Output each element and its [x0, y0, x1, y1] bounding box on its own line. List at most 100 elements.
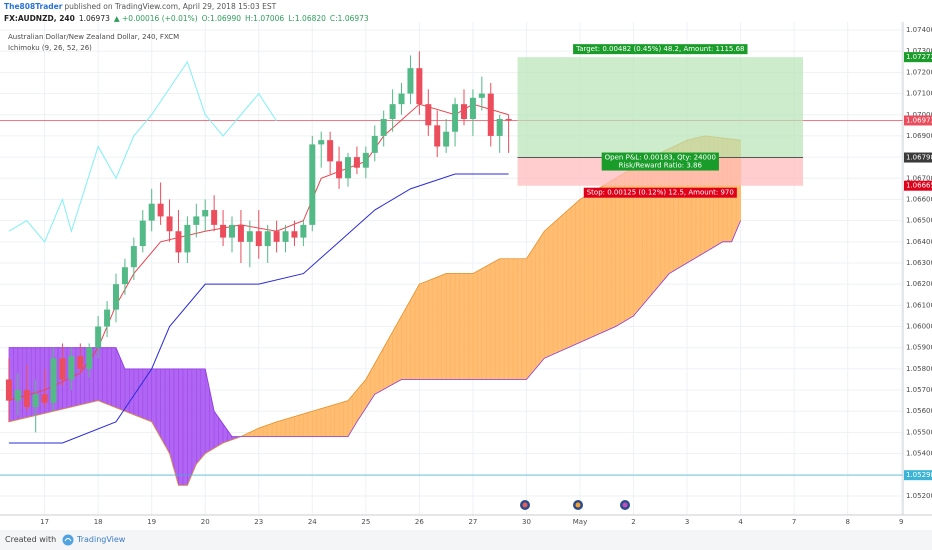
- author[interactable]: The808Trader: [4, 2, 63, 11]
- cloud-fill: [138, 368, 144, 419]
- x-tick-label: 26: [415, 518, 424, 526]
- event-icon[interactable]: [620, 500, 630, 510]
- cloud-fill: [441, 273, 447, 380]
- cloud-fill: [289, 416, 295, 437]
- logo: [62, 534, 74, 546]
- cloud-fill: [187, 368, 193, 486]
- y-tick-label: 1.07100: [906, 90, 932, 98]
- cloud-fill: [610, 177, 616, 329]
- cloud-fill: [468, 273, 474, 380]
- cloud-fill: [423, 280, 429, 380]
- cloud-fill: [499, 258, 505, 380]
- y-tick-label: 1.05700: [906, 386, 932, 394]
- position-label-bg: [601, 152, 719, 171]
- y-tick-label: 1.06200: [906, 280, 932, 288]
- cloud-fill: [490, 260, 496, 380]
- cloud-fill: [129, 368, 135, 416]
- cloud-fill: [508, 258, 514, 380]
- cloud-fill: [494, 258, 500, 380]
- cloud-fill: [463, 273, 469, 380]
- cloud-fill: [298, 413, 304, 437]
- candle-body: [77, 356, 84, 369]
- cloud-fill: [200, 368, 206, 460]
- cloud-fill: [13, 347, 19, 422]
- cloud-fill: [606, 180, 612, 331]
- candle-body: [228, 224, 235, 238]
- candle-body: [32, 394, 39, 407]
- candle-body: [220, 224, 227, 238]
- cloud-fill: [503, 258, 509, 380]
- cloud-fill: [477, 268, 483, 380]
- x-tick-label: 20: [201, 518, 210, 526]
- candle-body: [273, 231, 280, 242]
- candle-body: [104, 309, 111, 327]
- cloud-fill: [557, 214, 563, 353]
- candle-body: [157, 203, 164, 217]
- y-tick-label: 1.05500: [906, 428, 932, 436]
- cloud-fill: [584, 193, 590, 341]
- cloud-fill: [512, 258, 518, 380]
- cloud-fill: [160, 368, 166, 447]
- candle-body: [255, 231, 262, 247]
- ohlc: O:1.06990: [201, 14, 241, 23]
- y-tick-label: 1.05200: [906, 492, 932, 500]
- symbol-line: FX:AUDNZD, 240 1.06973 ▲ +0.00016 (+0.01%)…: [4, 14, 373, 23]
- x-tick-label: 25: [361, 518, 370, 526]
- cloud-fill: [276, 420, 282, 437]
- y-tick-label: 1.06400: [906, 238, 932, 246]
- cloud-fill: [320, 406, 326, 437]
- y-tick-label: 1.06600: [906, 195, 932, 203]
- y-tick-label: 1.07300: [906, 47, 932, 55]
- brand[interactable]: TradingView: [77, 535, 126, 544]
- position-label-bg: [583, 187, 737, 198]
- indicator-line: [8, 60, 278, 243]
- candle-body: [291, 231, 298, 238]
- cloud-fill: [419, 281, 425, 380]
- cloud-fill: [106, 347, 112, 407]
- candle-body: [139, 220, 146, 247]
- cloud-fill: [588, 190, 594, 339]
- cloud-fill: [570, 202, 576, 347]
- cloud-fill: [436, 274, 442, 380]
- y-tick-label: 1.05900: [906, 344, 932, 352]
- cloud-fill: [329, 404, 335, 437]
- candle-body: [5, 379, 12, 401]
- candle-body: [416, 68, 423, 105]
- cloud-fill: [575, 198, 581, 345]
- price-tag: 1.07272: [906, 53, 932, 61]
- ohlc: C:1.06973: [329, 14, 369, 23]
- price-tag: 1.06798: [906, 154, 932, 162]
- candle-body: [309, 144, 316, 225]
- candle-body: [246, 231, 253, 242]
- price-tag-bg: [904, 470, 932, 481]
- position-label-bg: [573, 44, 748, 55]
- cloud-fill: [414, 283, 420, 380]
- candle-body: [318, 140, 325, 145]
- candle-body: [95, 326, 102, 348]
- cloud-fill: [146, 368, 152, 423]
- cloud-fill: [396, 314, 402, 383]
- candle-body: [443, 131, 450, 147]
- candle-body: [389, 104, 396, 119]
- x-tick-label: 17: [40, 518, 49, 526]
- event-icon[interactable]: [520, 500, 530, 510]
- cloud-fill: [196, 368, 202, 465]
- cloud-fill: [151, 368, 157, 431]
- indicator-line: [8, 173, 509, 444]
- candle-body: [344, 157, 351, 179]
- cloud-fill: [428, 278, 434, 380]
- x-tick-label: 27: [468, 518, 477, 526]
- y-tick-label: 1.05400: [906, 450, 932, 458]
- published: published on TradingView.com, April 29, …: [64, 2, 277, 11]
- cloud-fill: [521, 258, 527, 380]
- cloud-fill: [454, 273, 460, 380]
- cloud-fill: [325, 405, 331, 437]
- price-tag-bg: [904, 152, 932, 163]
- footer-text: Created with: [5, 535, 57, 544]
- cloud-fill: [535, 237, 541, 370]
- event-icon[interactable]: [573, 500, 583, 510]
- y-tick-label: 1.06300: [906, 259, 932, 267]
- candle-body: [327, 140, 334, 162]
- x-tick-label: 3: [685, 518, 689, 526]
- candle-body: [237, 224, 244, 242]
